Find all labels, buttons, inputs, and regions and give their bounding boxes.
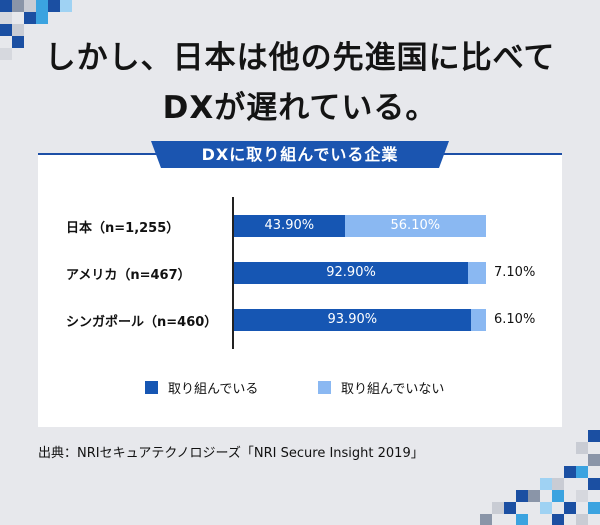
legend-swatch-engaged	[145, 381, 158, 394]
category-label-japan: 日本（n=1,255）	[66, 221, 180, 236]
chart-panel	[38, 153, 562, 427]
category-label-usa: アメリカ（n=467）	[66, 268, 191, 283]
legend-item-not-engaged: 取り組んでいない	[318, 378, 444, 397]
legend-label-not-engaged: 取り組んでいない	[341, 382, 445, 397]
bar-label-singapore-not-engaged: 6.10%	[494, 312, 536, 327]
bar-usa-not-engaged	[468, 262, 486, 284]
bar-label-japan-engaged: 43.90%	[264, 218, 315, 233]
category-label-singapore: シンガポール（n=460）	[66, 315, 218, 330]
legend-label-engaged: 取り組んでいる	[168, 382, 259, 397]
legend-swatch-not-engaged	[318, 381, 331, 394]
bar-japan-not-engaged: 56.10%	[344, 215, 486, 237]
bar-usa-engaged: 92.90%	[234, 262, 469, 284]
chart-title: DXに取り組んでいる企業	[151, 141, 449, 168]
headline-line-2: DXが遅れている。	[162, 90, 438, 126]
source-citation: 出典：NRIセキュアテクノロジーズ「NRI Secure Insight 201…	[38, 446, 424, 461]
legend-item-engaged: 取り組んでいる	[145, 378, 258, 397]
bar-japan-engaged: 43.90%	[234, 215, 345, 237]
y-axis-line	[232, 197, 234, 349]
bar-label-japan-not-engaged: 56.10%	[390, 218, 441, 233]
bar-singapore-not-engaged	[470, 309, 486, 331]
bar-label-singapore-engaged: 93.90%	[327, 312, 378, 327]
bar-label-usa-engaged: 92.90%	[326, 265, 376, 280]
bar-label-usa-not-engaged: 7.10%	[494, 265, 536, 280]
headline-line-1: しかし、日本は他の先進国に比べて	[44, 40, 556, 76]
bar-singapore-engaged: 93.90%	[234, 309, 471, 331]
